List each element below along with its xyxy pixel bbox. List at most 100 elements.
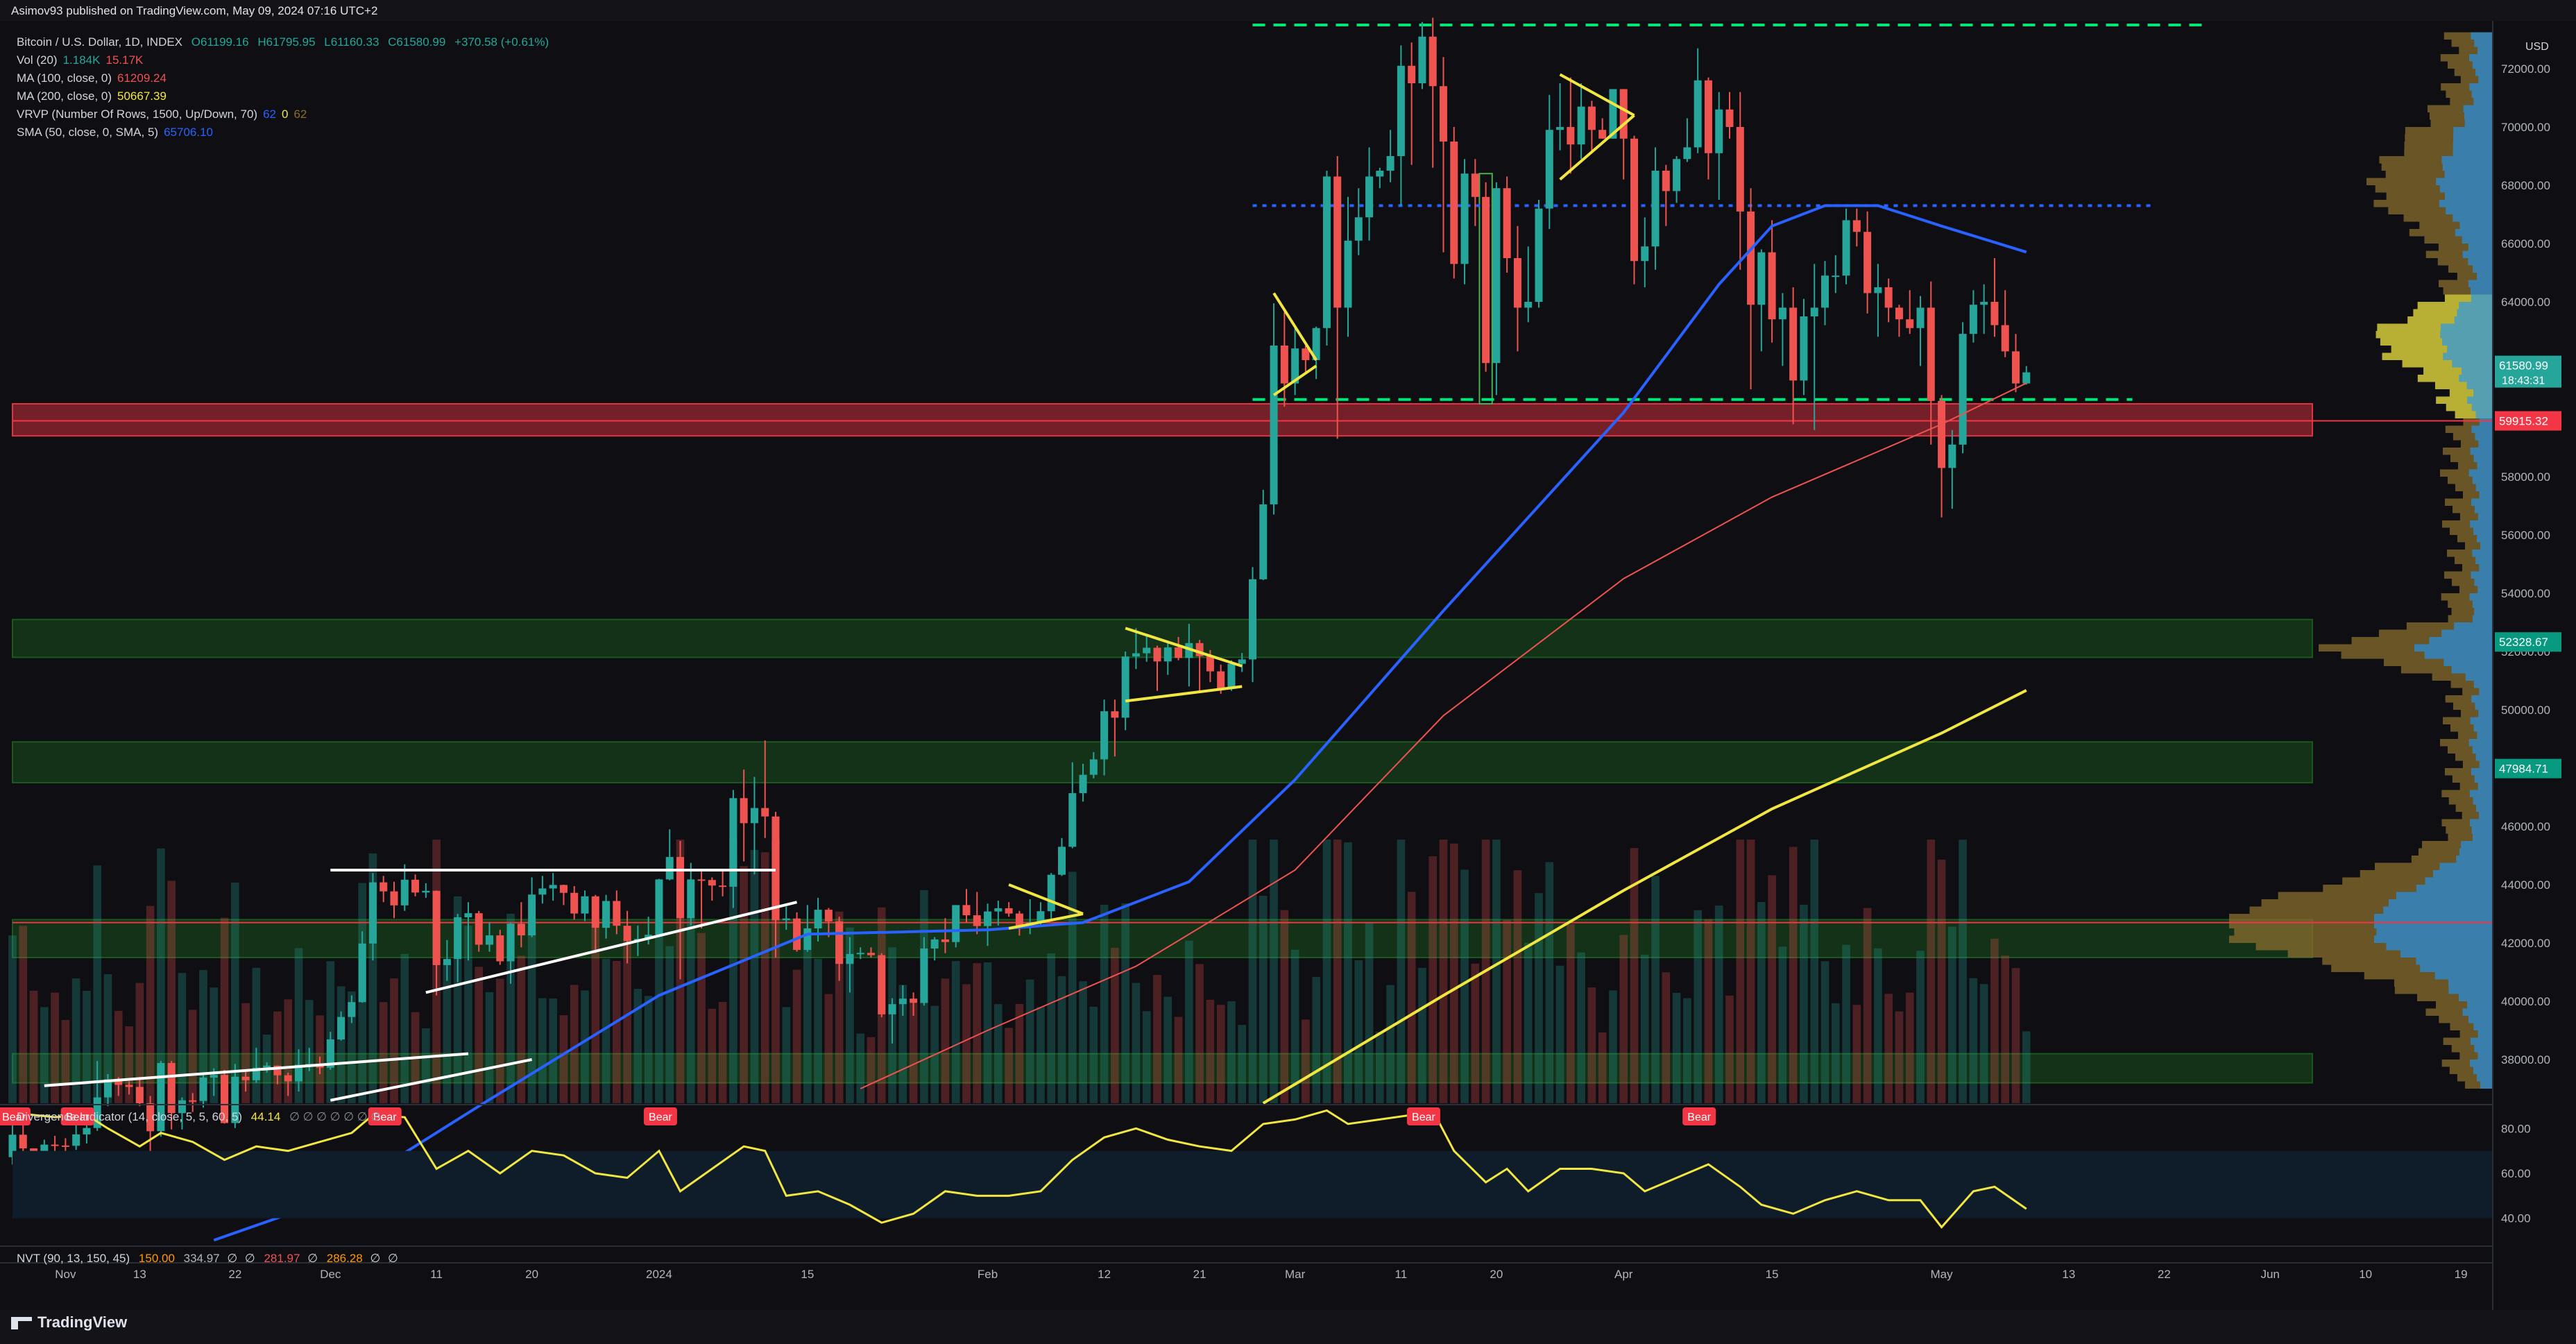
volume-profile-row-up bbox=[2434, 972, 2493, 980]
divergence-legend[interactable]: Divergence Indicator (14, close, 5, 5, 6… bbox=[17, 1110, 381, 1124]
volume-profile-row bbox=[2455, 754, 2493, 761]
volume-profile-row bbox=[2261, 899, 2493, 907]
candle-body bbox=[814, 910, 822, 928]
volume-bar bbox=[125, 1026, 133, 1103]
volume-bar bbox=[188, 1010, 197, 1103]
volume-profile-row-up bbox=[2477, 731, 2493, 739]
volume-bar bbox=[167, 881, 176, 1103]
volume-profile-row-up bbox=[2459, 848, 2493, 856]
volume-bar bbox=[464, 926, 472, 1103]
candle-body bbox=[538, 888, 547, 895]
candle-body bbox=[93, 1097, 101, 1128]
candle-body bbox=[941, 939, 949, 942]
symbol-name: Bitcoin / U.S. Dollar, 1D, INDEX bbox=[17, 35, 183, 49]
indicator-row[interactable]: Vol (20) 1.184K 15.17K bbox=[17, 51, 549, 69]
volume-profile-row bbox=[2323, 885, 2493, 892]
volume-bar bbox=[1153, 975, 1161, 1103]
candle-body bbox=[1450, 142, 1458, 264]
indicator-row[interactable]: MA (200, close, 0) 50667.39 bbox=[17, 87, 549, 105]
indicator-row[interactable]: VRVP (Number Of Rows, 1500, Up/Down, 70)… bbox=[17, 105, 549, 124]
volume-profile-row bbox=[2455, 804, 2493, 812]
volume-bar bbox=[1418, 967, 1426, 1103]
volume-bar bbox=[846, 927, 854, 1103]
indicator-row[interactable]: SMA (50, close, 0, SMA, 5) 65706.10 bbox=[17, 124, 549, 142]
candle-body bbox=[1206, 656, 1214, 672]
volume-profile-row-up bbox=[2477, 783, 2493, 790]
volume-profile-row-up bbox=[2468, 258, 2493, 266]
candle-body bbox=[2001, 325, 2009, 352]
price-tick-label: 72000.00 bbox=[2501, 62, 2550, 76]
candle-body bbox=[1238, 659, 1246, 664]
volume-bar bbox=[1555, 965, 1564, 1103]
volume-profile-row bbox=[2417, 994, 2493, 1001]
nvt-legend[interactable]: NVT (90, 13, 150, 45) 150.00 334.97 ∅ ∅ … bbox=[17, 1252, 398, 1266]
tradingview-logo[interactable]: TradingView bbox=[11, 1313, 127, 1332]
tv-logo-icon bbox=[11, 1317, 32, 1330]
volume-profile-row bbox=[2462, 812, 2493, 819]
price-tick-label: 44000.00 bbox=[2501, 878, 2550, 892]
publisher-text: Asimov93 published on TradingView.com, M… bbox=[11, 4, 378, 17]
candle-body bbox=[1386, 156, 1394, 171]
candle-body bbox=[1217, 671, 1225, 688]
volume-profile-row bbox=[2459, 783, 2493, 790]
volume-profile-row-up bbox=[2444, 192, 2493, 200]
volume-bar bbox=[1057, 976, 1066, 1103]
volume-bar bbox=[1037, 1007, 1045, 1103]
price-tick-label: 50000.00 bbox=[2501, 704, 2550, 717]
volume-profile-row bbox=[2381, 163, 2493, 171]
volume-profile-row-up bbox=[2477, 462, 2493, 470]
bear-signal-label: Bear bbox=[1412, 1112, 1435, 1123]
volume-bar bbox=[718, 1002, 727, 1103]
volume-bar bbox=[1248, 840, 1257, 1103]
candle-body bbox=[464, 913, 472, 918]
candle-body bbox=[1619, 89, 1628, 139]
candle-body bbox=[1365, 176, 1374, 218]
candle-body bbox=[1630, 138, 1638, 262]
volume-profile-row-up bbox=[2474, 775, 2493, 783]
candle-body bbox=[1005, 908, 1013, 914]
support-zone bbox=[12, 1053, 2313, 1084]
candle-body bbox=[878, 955, 886, 1014]
candle-body bbox=[994, 908, 1003, 912]
volume-profile-row bbox=[2448, 600, 2493, 608]
volume-bar bbox=[241, 1003, 250, 1103]
volume-bar bbox=[867, 1037, 876, 1103]
volume-profile-row bbox=[2443, 287, 2493, 295]
volume-bar bbox=[1694, 910, 1702, 1103]
volume-bar bbox=[856, 1033, 865, 1103]
volume-profile-row bbox=[2379, 156, 2493, 164]
candle-body bbox=[1556, 127, 1564, 130]
divergence-value: 44.14 bbox=[250, 1110, 281, 1123]
candle-body bbox=[1471, 173, 1479, 197]
candle-body bbox=[1163, 647, 1172, 662]
volume-profile-row bbox=[2375, 185, 2493, 193]
currency-label: USD bbox=[2525, 41, 2549, 53]
level-price-badge bbox=[2495, 758, 2561, 779]
volume-profile-row bbox=[2457, 273, 2493, 280]
volume-profile-row bbox=[2440, 54, 2493, 62]
volume-bar bbox=[1916, 951, 1925, 1103]
volume-bar bbox=[1714, 905, 1723, 1103]
volume-profile-row bbox=[2448, 615, 2493, 622]
volume-bar bbox=[1524, 942, 1533, 1103]
volume-bar bbox=[1662, 972, 1671, 1103]
volume-bar bbox=[1630, 848, 1639, 1103]
indicator-value: 61209.24 bbox=[117, 71, 167, 85]
legend-symbol-row[interactable]: Bitcoin / U.S. Dollar, 1D, INDEX O61199.… bbox=[17, 33, 549, 51]
volume-profile-row-up bbox=[2436, 178, 2493, 185]
nvt-filler-3: ∅ bbox=[307, 1252, 318, 1265]
bear-signal-label: Bear bbox=[649, 1112, 672, 1123]
volume-profile-row bbox=[2455, 484, 2493, 491]
candle-body bbox=[326, 1039, 334, 1068]
candle-body bbox=[1641, 246, 1649, 262]
volume-profile-row bbox=[2446, 90, 2493, 98]
plot-background bbox=[0, 21, 2576, 1310]
volume-bar bbox=[1948, 926, 1956, 1103]
candle-body bbox=[157, 1063, 165, 1132]
indicator-row[interactable]: MA (100, close, 0) 61209.24 bbox=[17, 69, 549, 87]
candle-body bbox=[1747, 211, 1755, 305]
candle-body bbox=[729, 798, 737, 887]
volume-bar bbox=[379, 1002, 388, 1103]
volume-bar bbox=[1280, 910, 1289, 1103]
